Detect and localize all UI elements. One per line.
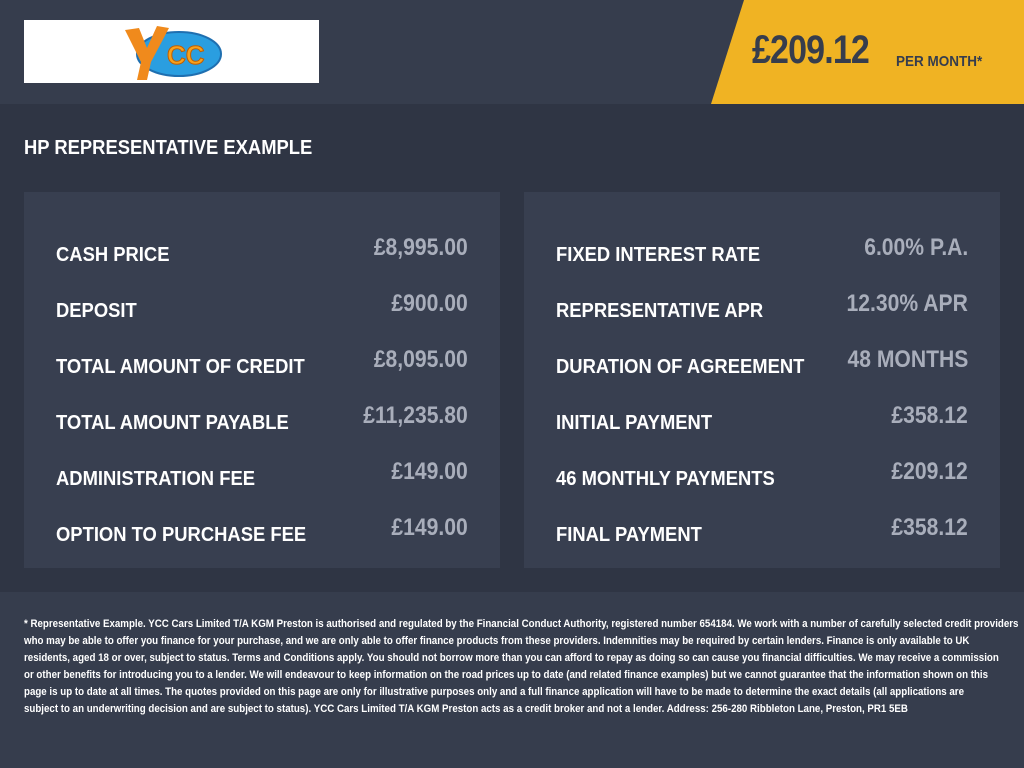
disclaimer-line: * Representative Example. YCC Cars Limit… (24, 618, 1019, 630)
finance-row: DURATION OF AGREEMENT 48 MONTHS (556, 332, 968, 388)
finance-row: DEPOSIT £900.00 (56, 276, 468, 332)
row-value: £209.12 (891, 458, 968, 485)
footer (0, 592, 1024, 768)
finance-row: OPTION TO PURCHASE FEE £149.00 (56, 500, 468, 556)
monthly-price: £209.12 (752, 28, 870, 72)
finance-panel-left: CASH PRICE £8,995.00 DEPOSIT £900.00 TOTAL A… (24, 192, 500, 568)
row-value: £149.00 (391, 514, 468, 541)
row-label: TOTAL AMOUNT PAYABLE (56, 411, 289, 434)
row-value: 48 MONTHS (847, 346, 968, 373)
disclaimer-line: residents, aged 18 or over, subject to s… (24, 652, 999, 664)
per-month-label: PER MONTH* (896, 53, 983, 70)
finance-row: CASH PRICE £8,995.00 (56, 220, 468, 276)
row-value: £900.00 (391, 290, 468, 317)
row-label: DEPOSIT (56, 299, 137, 322)
finance-row: FIXED INTEREST RATE 6.00% P.A. (556, 220, 968, 276)
row-value: £8,995.00 (374, 234, 468, 261)
row-label: REPRESENTATIVE APR (556, 299, 764, 322)
disclaimer: * Representative Example. YCC Cars Limit… (24, 616, 1019, 718)
finance-row: ADMINISTRATION FEE £149.00 (56, 444, 468, 500)
row-label: INITIAL PAYMENT (556, 411, 713, 434)
ycc-logo[interactable]: CC (24, 20, 319, 83)
finance-panel-right: FIXED INTEREST RATE 6.00% P.A. REPRESENTAT… (524, 192, 1000, 568)
row-label: ADMINISTRATION FEE (56, 467, 255, 490)
finance-row: FINAL PAYMENT £358.12 (556, 500, 968, 556)
ycc-logo-icon: CC (124, 25, 222, 80)
finance-row: 46 MONTHLY PAYMENTS £209.12 (556, 444, 968, 500)
disclaimer-line: page is up to date at all times. The quo… (24, 686, 965, 698)
row-value: £358.12 (891, 514, 968, 541)
row-value: £149.00 (391, 458, 468, 485)
finance-row: INITIAL PAYMENT £358.12 (556, 388, 968, 444)
svg-text:CC: CC (167, 40, 205, 70)
section-title: HP REPRESENTATIVE EXAMPLE (24, 137, 313, 159)
finance-row: TOTAL AMOUNT OF CREDIT £8,095.00 (56, 332, 468, 388)
finance-row: REPRESENTATIVE APR 12.30% APR (556, 276, 968, 332)
row-label: FIXED INTEREST RATE (556, 243, 761, 266)
row-label: OPTION TO PURCHASE FEE (56, 523, 307, 546)
header: CC £209.12 PER MONTH* (0, 0, 1024, 104)
disclaimer-line: subject to an underwriting decision and … (24, 703, 908, 715)
row-label: FINAL PAYMENT (556, 523, 702, 546)
row-value: £11,235.80 (363, 402, 468, 429)
row-label: TOTAL AMOUNT OF CREDIT (56, 355, 305, 378)
row-label: 46 MONTHLY PAYMENTS (556, 467, 775, 490)
row-label: DURATION OF AGREEMENT (556, 355, 805, 378)
row-value: £8,095.00 (374, 346, 468, 373)
row-value: 12.30% APR (846, 290, 968, 317)
disclaimer-line: who may be able to offer you finance for… (24, 635, 970, 647)
monthly-price-banner (711, 0, 1024, 104)
row-value: 6.00% P.A. (863, 234, 968, 261)
row-label: CASH PRICE (56, 243, 170, 266)
disclaimer-line: or other benefits for introducing you to… (24, 669, 989, 681)
row-value: £358.12 (891, 402, 968, 429)
finance-row: TOTAL AMOUNT PAYABLE £11,235.80 (56, 388, 468, 444)
